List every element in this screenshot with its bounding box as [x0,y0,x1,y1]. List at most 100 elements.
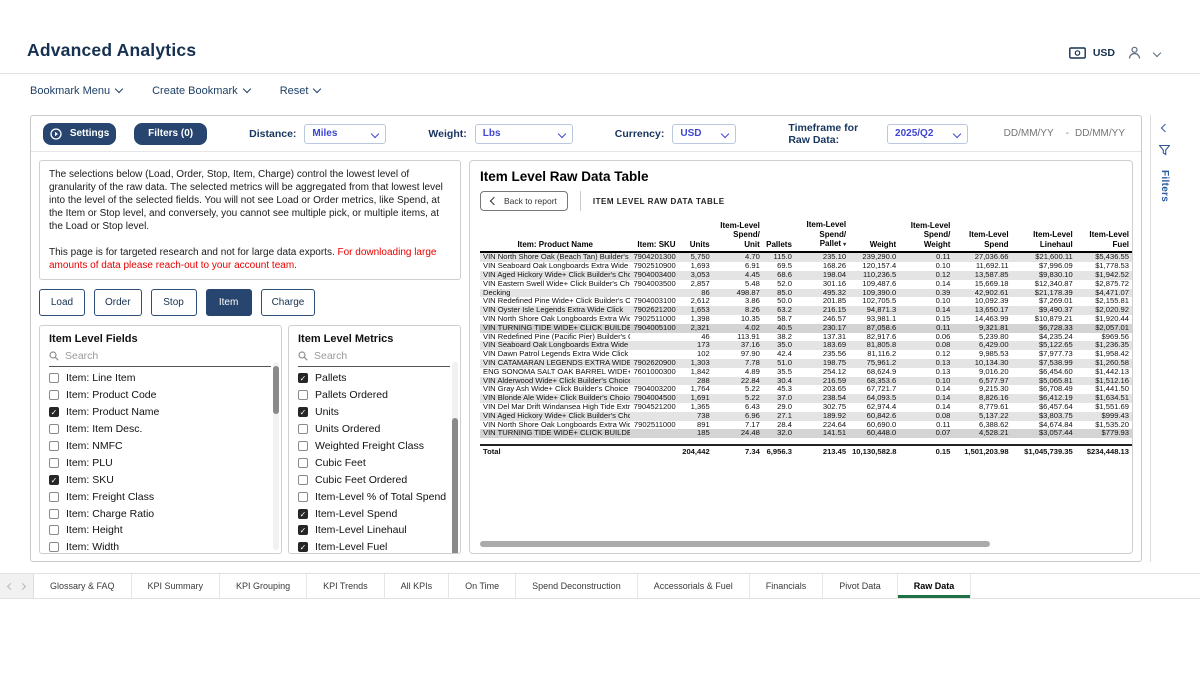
column-header[interactable]: Item-Level Spend/ Unit [712,219,763,254]
table-row[interactable]: VIN Seaboard Oak Longboards Extra Wide C… [480,341,1132,351]
currency-dropdown[interactable]: USD [672,123,737,144]
table-row[interactable]: ENG SONOMA SALT OAK BARREL WIDE+ T&G7601… [480,368,1132,377]
table-row[interactable]: VIN Del Mar Drift Windansea High Tide Ex… [480,403,1132,412]
metric-item[interactable]: Item-Level Linehaul [298,522,450,539]
metrics-scrollbar[interactable] [452,418,458,553]
report-tab-on-time[interactable]: On Time [449,574,517,598]
distance-dropdown[interactable]: Miles [304,123,387,144]
report-tab-kpi-summary[interactable]: KPI Summary [131,574,221,598]
settings-button[interactable]: Settings [43,122,117,145]
field-item[interactable]: Item: Height [49,522,271,539]
column-header[interactable]: Item-Level Linehaul [1011,219,1076,254]
table-cell: $2,875.72 [1095,279,1129,288]
table-row[interactable]: VIN North Shore Oak (Beach Tan) Builder'… [480,252,1132,263]
column-header[interactable]: Item-Level Spend/ Pallet ▾ [794,219,850,254]
column-header[interactable]: Pallets [762,219,795,254]
table-horizontal-scrollbar[interactable] [480,541,990,547]
column-header[interactable]: Units [678,219,713,254]
filters-rail-label[interactable]: Filters [1159,170,1170,203]
metric-item[interactable]: Pallets [298,370,450,387]
column-header[interactable]: Item: Product Name [480,219,631,254]
level-button-item[interactable]: Item [205,289,252,316]
table-row[interactable]: VIN Redefined Pine Wide+ Click Builder's… [480,297,1132,306]
metrics-search-input[interactable] [314,350,434,362]
table-row[interactable]: VIN TURNING TIDE WIDE+ CLICK BUILDER'S C… [480,429,1132,439]
table-row[interactable]: VIN Dawn Patrol Legends Extra Wide Click… [480,350,1132,359]
table-row[interactable]: VIN Aged Hickory Wide+ Click Builder's C… [480,411,1132,421]
chevron-left-icon [489,196,499,206]
table-cell: 9,016.20 [978,367,1009,376]
table-row[interactable]: VIN CATAMARAN LEGENDS EXTRA WIDE CLICK79… [480,358,1132,368]
metric-item[interactable]: Cubic Feet [298,454,450,471]
table-row[interactable]: VIN TURNING TIDE WIDE+ CLICK BUILDER'S C… [480,323,1132,333]
field-item[interactable]: Item: Line Item [49,370,271,387]
report-tab-financials[interactable]: Financials [749,574,824,598]
date-to-input[interactable] [1074,128,1131,139]
table-cell: 8.26 [712,306,763,315]
fields-search-input[interactable] [65,350,185,362]
metric-item[interactable]: Units [298,404,450,421]
field-item[interactable]: Item: Product Name [49,404,271,421]
user-menu-chevron-icon[interactable] [1152,48,1162,57]
level-button-order[interactable]: Order [94,289,142,316]
metric-item[interactable]: Pallets Ordered [298,387,450,404]
table-row[interactable]: VIN North Shore Oak Longboards Extra Wid… [480,315,1132,324]
collapse-rail-icon[interactable] [1160,123,1169,133]
table-row[interactable]: Decking 86 498.87 85.0 495.32 109,390.0 0.39 42… [480,288,1132,298]
level-button-load[interactable]: Load [39,289,85,316]
table-row[interactable]: VIN Alderwood Wide+ Click Builder's Choi… [480,376,1132,386]
report-tab-raw-data[interactable]: Raw Data [897,574,972,598]
level-button-stop[interactable]: Stop [150,289,197,316]
field-item[interactable]: Item: Freight Class [49,488,271,505]
table-row[interactable]: VIN Redefined Pine (Pacific Pier) Builde… [480,333,1132,342]
report-tab-accessorials-fuel[interactable]: Accessorials & Fuel [637,574,750,598]
metric-item[interactable]: Units Ordered [298,421,450,438]
field-item[interactable]: Item: Product Code [49,387,271,404]
date-from-input[interactable] [1003,128,1060,139]
column-header[interactable]: Item-Level Fuel [1075,219,1132,254]
report-tab-all-kpis[interactable]: All KPIs [384,574,450,598]
metric-item[interactable]: Item-Level Fuel [298,539,450,553]
table-row[interactable]: VIN Eastern Swell Wide+ Click Builder's … [480,280,1132,289]
table-row[interactable]: VIN North Shore Oak Longboards Extra Wid… [480,421,1132,430]
bookmark-bar-item-1[interactable]: Bookmark Menu [30,84,124,97]
column-header[interactable]: Weight [849,219,900,254]
metric-item[interactable]: Cubic Feet Ordered [298,471,450,488]
report-tab-kpi-trends[interactable]: KPI Trends [307,574,385,598]
table-cell: 0.11 [899,323,954,333]
table-row[interactable]: VIN Blonde Ale Wide+ Click Builder's Cho… [480,394,1132,403]
field-item[interactable]: Item: NMFC [49,438,271,455]
column-header[interactable]: Item: SKU [630,219,679,254]
user-icon[interactable] [1128,46,1141,59]
metric-item[interactable]: Weighted Freight Class [298,438,450,455]
column-header[interactable]: Item-Level Spend/ Weight [899,219,954,254]
weight-dropdown[interactable]: Lbs [474,123,573,144]
tab-next-icon[interactable] [18,582,27,590]
level-button-charge[interactable]: Charge [260,289,316,316]
field-item[interactable]: Item: SKU [49,471,271,488]
report-tab-spend-deconstruction[interactable]: Spend Deconstruction [516,574,638,598]
report-tab-pivot-data[interactable]: Pivot Data [823,574,898,598]
table-row[interactable]: VIN Aged Hickory Wide+ Click Builder's C… [480,270,1132,280]
report-tab-glossary-faq[interactable]: Glossary & FAQ [34,574,132,598]
bookmark-bar-item-2[interactable]: Create Bookmark [152,84,251,97]
field-item[interactable]: Item: Width [49,539,271,553]
fields-scrollbar[interactable] [273,366,279,414]
filters-button[interactable]: Filters (0) [134,122,208,145]
field-item[interactable]: Item: Charge Ratio [49,505,271,522]
metric-item[interactable]: Item-Level Spend [298,505,450,522]
back-to-report-button[interactable]: Back to report [480,191,568,211]
tab-prev-icon[interactable] [6,582,15,590]
table-row[interactable]: VIN Gray Ash Wide+ Click Builder's Choic… [480,385,1132,394]
report-tab-kpi-grouping[interactable]: KPI Grouping [220,574,308,598]
column-header[interactable]: Item-Level Spend [953,219,1012,254]
distance-label: Distance: [249,127,297,140]
field-item[interactable]: Item: Item Desc. [49,421,271,438]
metric-item[interactable]: Item-Level % of Total Spend [298,488,450,505]
bookmark-bar-item-3[interactable]: Reset [280,84,322,97]
table-row[interactable]: VIN Oyster Isle Legends Extra Wide Click… [480,306,1132,315]
timeframe-dropdown[interactable]: 2025/Q2 [887,123,968,144]
table-row[interactable]: VIN Seaboard Oak Longboards Extra Wide C… [480,262,1132,271]
bookmark-bar-item-label: Create Bookmark [152,85,238,97]
field-item[interactable]: Item: PLU [49,454,271,471]
